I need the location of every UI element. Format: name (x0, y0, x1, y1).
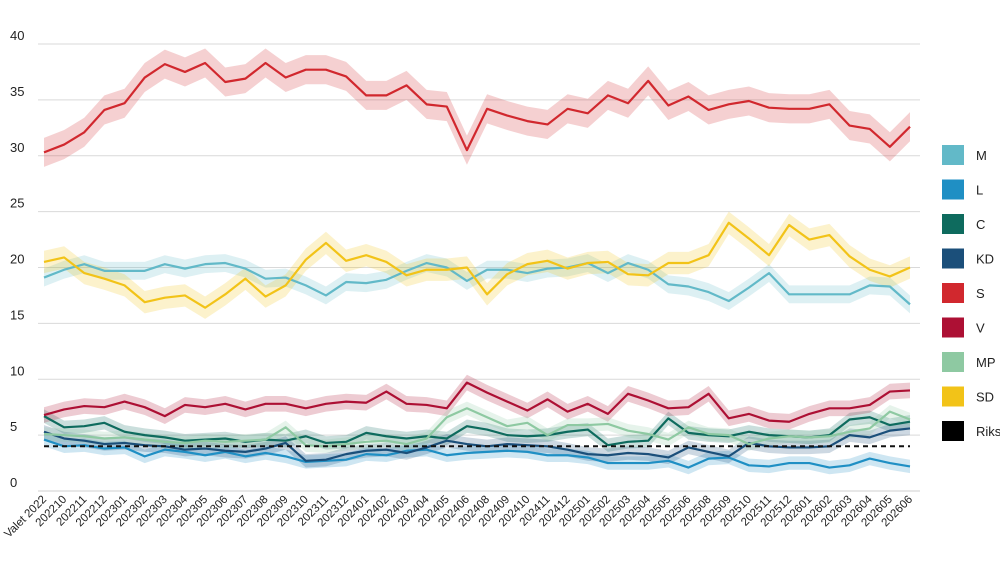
legend-swatch-MP (942, 352, 964, 372)
legend-swatch-V (942, 317, 964, 338)
legend: M L C KD S V MP SD Riksdagsspärr (942, 145, 1000, 441)
y-tick-label: 20 (10, 252, 24, 267)
legend-swatch-Riksdagsspärr (942, 421, 964, 441)
y-tick-label: 10 (10, 363, 24, 378)
legend-label: M (976, 148, 987, 163)
y-tick-label: 0 (10, 475, 17, 490)
line-L (43, 438, 911, 469)
legend-label: MP (976, 355, 996, 370)
y-axis-ticks: 0 5 10 15 20 25 30 35 40 (10, 28, 24, 490)
y-tick-label: 40 (10, 28, 24, 43)
legend-label: S (976, 286, 985, 301)
y-tick-label: 30 (10, 140, 24, 155)
y-tick-label: 35 (10, 84, 24, 99)
x-axis-ticks: Valet 2022202210202211202212202301202302… (2, 493, 915, 540)
legend-label: KD (976, 252, 994, 267)
legend-swatch-S (942, 283, 964, 303)
series-lines (43, 61, 911, 469)
band-V (44, 374, 910, 430)
legend-swatch-M (942, 145, 964, 165)
band-L (44, 432, 910, 475)
legend-label: Riksdagsspärr (976, 424, 1000, 439)
line-C (43, 415, 911, 447)
line-V (43, 381, 911, 423)
line-S (43, 61, 911, 154)
legend-swatch-KD (942, 248, 964, 269)
legend-label: L (976, 183, 983, 198)
y-tick-label: 25 (10, 196, 24, 211)
legend-label: C (976, 217, 985, 232)
line-M (43, 261, 911, 306)
legend-swatch-SD (942, 386, 964, 407)
legend-swatch-L (942, 179, 964, 200)
line-MP (43, 407, 911, 448)
line-SD (43, 221, 911, 309)
band-M (44, 254, 910, 314)
legend-label: SD (976, 390, 994, 405)
y-tick-label: 15 (10, 307, 24, 322)
legend-label: V (976, 321, 985, 336)
y-tick-label: 5 (10, 419, 17, 434)
legend-swatch-C (942, 214, 964, 234)
band-C (44, 409, 910, 452)
band-S (44, 48, 910, 167)
